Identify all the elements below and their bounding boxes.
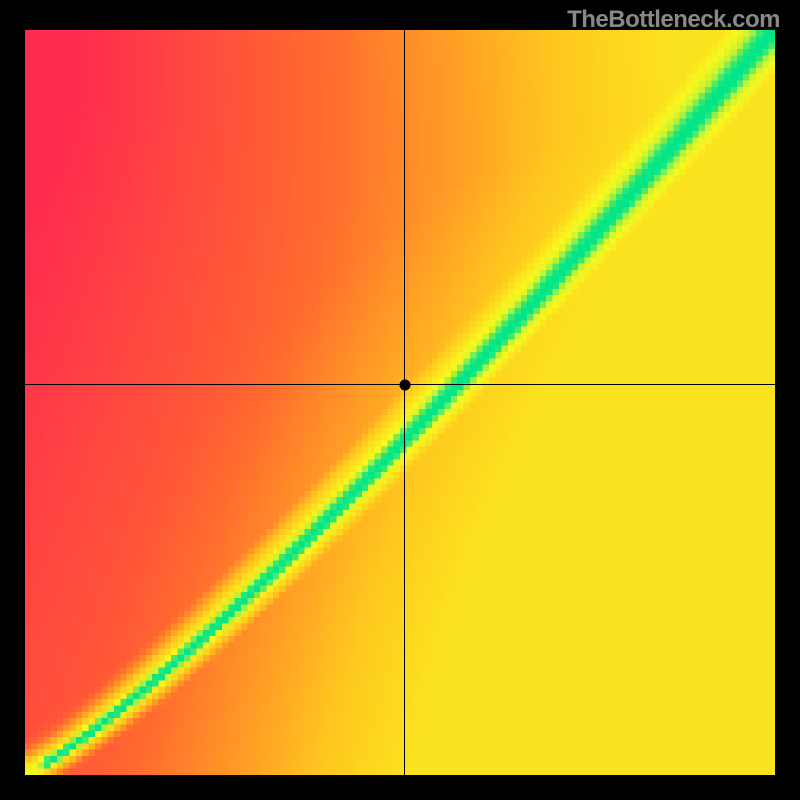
watermark-label: TheBottleneck.com: [567, 6, 780, 34]
chart-container: TheBottleneck.com: [0, 0, 800, 800]
heatmap-plot-area: [25, 30, 775, 775]
bottleneck-heatmap: [25, 30, 775, 775]
crosshair-vertical: [404, 30, 405, 775]
data-point-marker: [399, 379, 410, 390]
